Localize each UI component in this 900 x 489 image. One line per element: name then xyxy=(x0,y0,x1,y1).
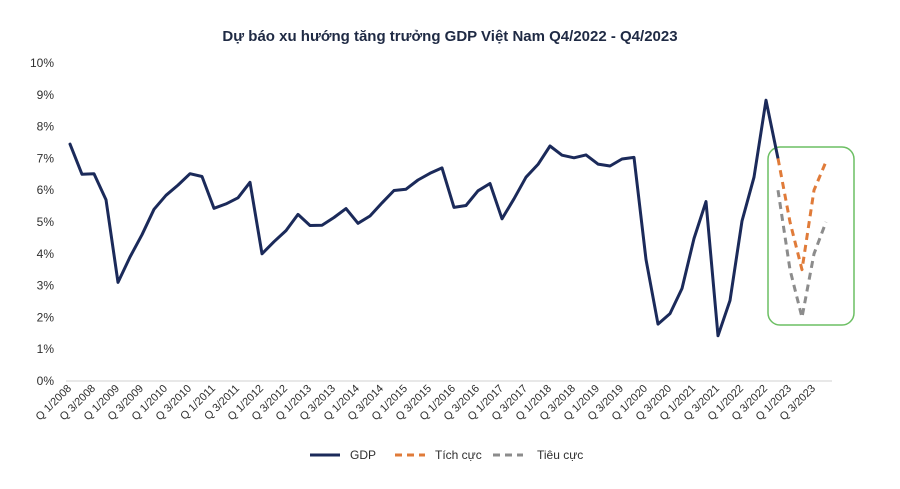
data-point xyxy=(69,143,71,145)
data-point xyxy=(345,208,347,210)
chart-title: Dự báo xu hướng tăng trưởng GDP Việt Nam… xyxy=(222,28,678,45)
data-point xyxy=(429,173,431,175)
data-point xyxy=(261,253,263,255)
data-point xyxy=(585,154,587,156)
data-point xyxy=(657,323,659,325)
data-point xyxy=(321,224,323,226)
legend-label: Tiêu cực xyxy=(537,448,583,462)
data-point xyxy=(153,209,155,211)
data-point xyxy=(693,238,695,240)
y-tick-label: 6% xyxy=(37,183,55,197)
data-point xyxy=(189,173,191,175)
y-tick-label: 7% xyxy=(37,151,55,165)
data-point xyxy=(285,230,287,232)
data-point xyxy=(669,313,671,315)
data-point xyxy=(489,183,491,185)
data-point xyxy=(453,207,455,209)
y-tick-label: 5% xyxy=(37,215,55,229)
y-tick-label: 4% xyxy=(37,247,55,261)
data-point xyxy=(597,163,599,165)
data-point xyxy=(93,173,95,175)
data-point xyxy=(825,161,827,163)
y-tick-label: 3% xyxy=(37,279,55,293)
data-point xyxy=(393,190,395,192)
data-point xyxy=(129,256,131,258)
data-point xyxy=(633,157,635,159)
y-tick-label: 2% xyxy=(37,310,55,324)
data-point xyxy=(177,184,179,186)
data-point xyxy=(513,198,515,200)
data-point xyxy=(405,188,407,190)
data-point xyxy=(309,225,311,227)
data-point xyxy=(777,189,779,191)
series-line-1 xyxy=(776,158,828,272)
data-point xyxy=(789,221,791,223)
data-point xyxy=(225,203,227,205)
data-point xyxy=(201,176,203,178)
data-point xyxy=(729,300,731,302)
data-point xyxy=(561,154,563,156)
data-point xyxy=(369,215,371,217)
data-point xyxy=(165,195,167,197)
data-point xyxy=(249,182,251,184)
y-tick-label: 0% xyxy=(37,374,55,388)
data-point xyxy=(813,189,815,191)
data-point xyxy=(213,208,215,210)
data-point xyxy=(753,176,755,178)
data-point xyxy=(801,269,803,271)
data-point xyxy=(381,202,383,204)
data-point xyxy=(609,165,611,167)
legend-label: GDP xyxy=(350,448,376,462)
data-point xyxy=(117,282,119,284)
data-point xyxy=(789,269,791,271)
data-point xyxy=(417,179,419,181)
data-point xyxy=(441,167,443,169)
data-point xyxy=(273,241,275,243)
y-tick-label: 9% xyxy=(37,88,55,102)
data-point xyxy=(765,99,767,101)
data-point xyxy=(717,335,719,337)
y-tick-label: 1% xyxy=(37,342,55,356)
data-point xyxy=(777,158,779,160)
data-point xyxy=(537,164,539,166)
data-point xyxy=(813,253,815,255)
forecast-highlight-box xyxy=(767,146,855,326)
data-point xyxy=(105,199,107,201)
data-point xyxy=(681,288,683,290)
data-point xyxy=(237,197,239,199)
data-point xyxy=(525,176,527,178)
legend-label: Tích cực xyxy=(435,448,482,462)
series-line-0 xyxy=(68,98,780,338)
data-point xyxy=(801,317,803,319)
data-point xyxy=(549,145,551,147)
data-point xyxy=(333,217,335,219)
data-point xyxy=(741,220,743,222)
data-point xyxy=(705,201,707,203)
data-point xyxy=(81,174,83,176)
data-point xyxy=(357,223,359,225)
data-point xyxy=(465,205,467,207)
y-tick-label: 8% xyxy=(37,120,55,134)
data-point xyxy=(825,221,827,223)
data-point xyxy=(573,157,575,159)
data-point xyxy=(477,190,479,192)
data-point xyxy=(141,234,143,236)
data-point xyxy=(297,214,299,216)
data-point xyxy=(645,259,647,261)
y-tick-label: 10% xyxy=(30,56,54,70)
series-line-2 xyxy=(776,189,828,319)
data-point xyxy=(501,218,503,220)
data-point xyxy=(621,158,623,160)
